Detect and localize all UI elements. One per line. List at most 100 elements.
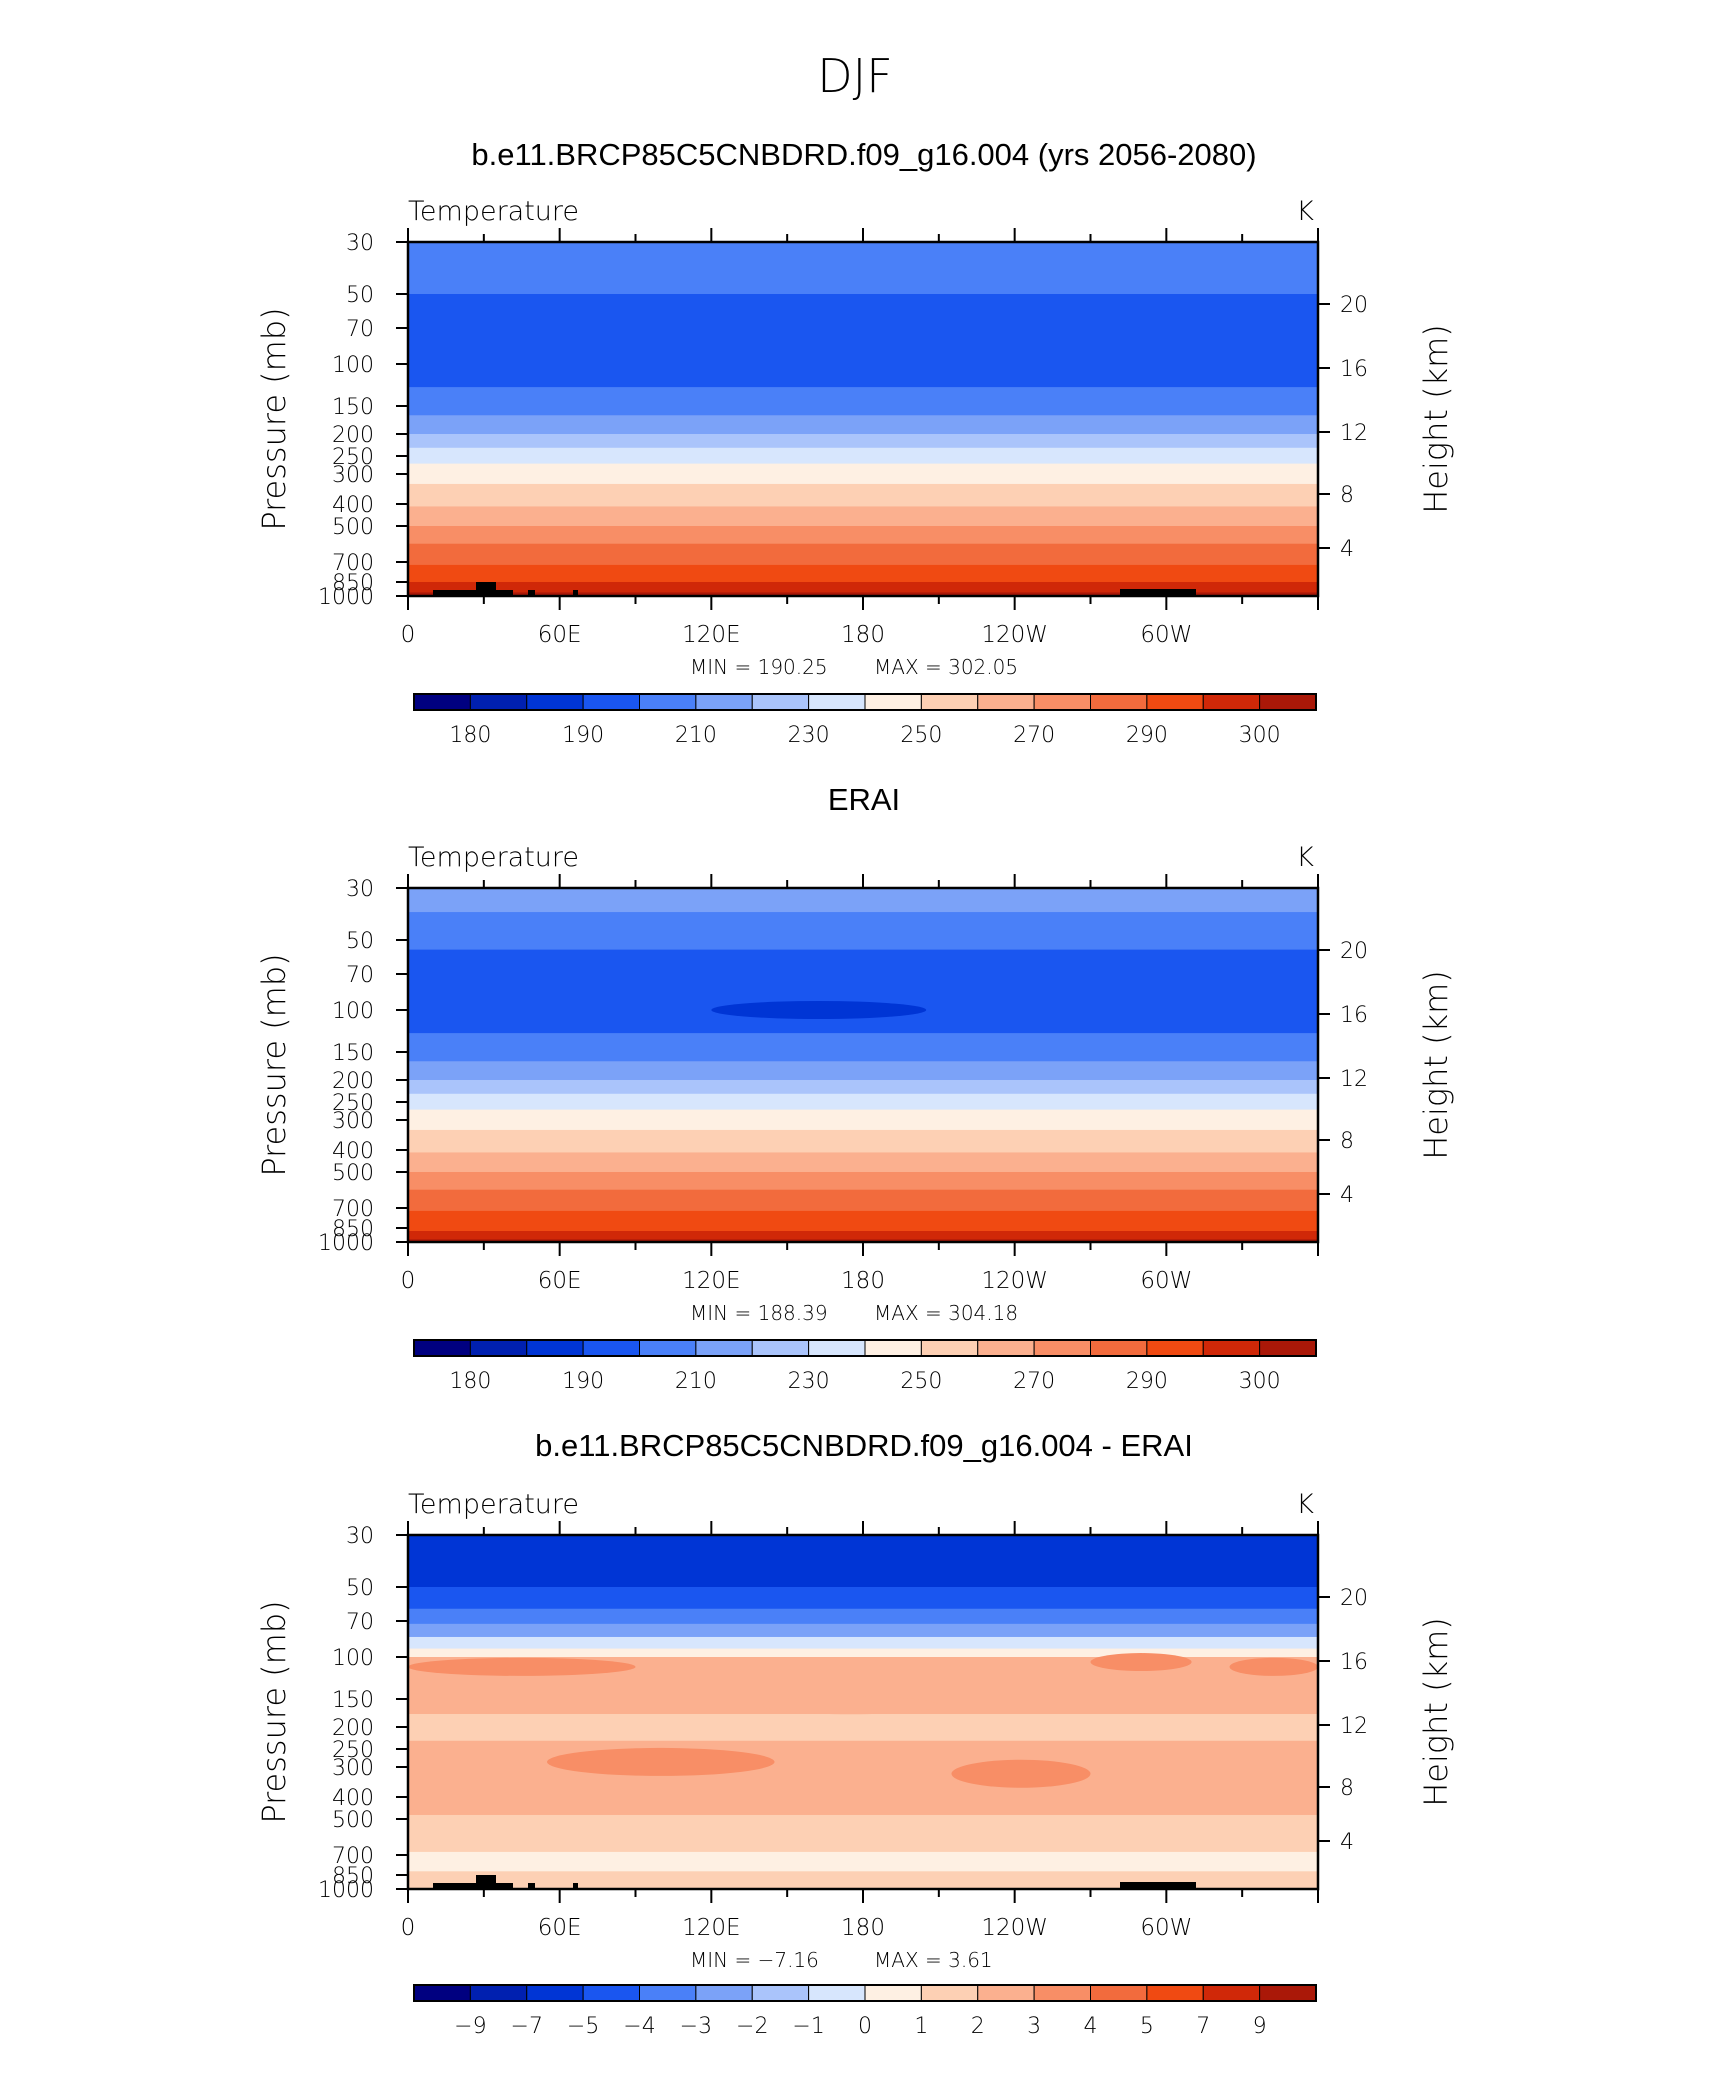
- colorbar-label: −9: [454, 2014, 486, 2039]
- y-right-tick-label: 16: [1340, 357, 1368, 382]
- y-right-tick-label: 20: [1340, 939, 1368, 964]
- y-tick-label: 400: [332, 493, 374, 518]
- x-tick-label: 120E: [682, 622, 740, 648]
- units-label: K: [1296, 1489, 1314, 1520]
- contour-band: [408, 592, 1318, 597]
- y-tick-label: 1000: [318, 1878, 374, 1903]
- y-tick-label: 200: [332, 1069, 374, 1094]
- colorbar-label: 210: [675, 723, 717, 748]
- contour-band: [408, 294, 1318, 388]
- colorbar-label: 270: [1013, 723, 1055, 748]
- colorbar-box: [1033, 1339, 1091, 1357]
- y-axis-title: Pressure (mb): [255, 1600, 293, 1823]
- y-tick-label: 850: [332, 1217, 374, 1242]
- contour-bands: [408, 888, 1318, 1243]
- y-right-axis-title: Height (km): [1417, 970, 1455, 1160]
- colorbar-label: 190: [562, 1369, 604, 1394]
- y-axis-right: 20 16 12 8 4 Height (km): [1318, 1586, 1455, 1855]
- x-tick-label: 120E: [682, 1268, 740, 1294]
- y-axis-right: 20 16 12 8 4 Height (km): [1318, 293, 1455, 562]
- contour-band: [408, 1109, 1318, 1131]
- contour-band: [408, 1740, 1318, 1816]
- colorbar-box: [1033, 693, 1091, 711]
- colorbar-box: [864, 1339, 922, 1357]
- contour-blob: [1229, 1657, 1318, 1676]
- units-label: K: [1296, 196, 1314, 227]
- y-tick-label: 850: [332, 571, 374, 596]
- colorbar-box: [1090, 1339, 1148, 1357]
- contour-blob: [408, 1657, 636, 1676]
- colorbar-label: 1: [914, 2014, 928, 2039]
- colorbar-box: [582, 1984, 640, 2002]
- contour-bands: [408, 1535, 1318, 1890]
- contour-band: [408, 1033, 1318, 1062]
- colorbar-box: [920, 693, 979, 711]
- y-right-tick-label: 20: [1340, 1586, 1368, 1611]
- y-right-tick-label: 4: [1340, 537, 1354, 562]
- y-tick-label: 250: [332, 1091, 374, 1116]
- contour-band: [408, 1230, 1318, 1240]
- y-tick-label: 100: [332, 999, 374, 1024]
- contour-band: [408, 242, 1318, 295]
- contour-band: [408, 483, 1318, 508]
- colorbar-label: −3: [680, 2014, 712, 2039]
- colorbar-label: 5: [1140, 2014, 1154, 2039]
- panel-title: b.e11.BRCP85C5CNBDRD.f09_g16.004 (yrs 20…: [471, 137, 1256, 172]
- colorbar-box: [695, 1339, 753, 1357]
- terrain-mask: [433, 582, 1196, 596]
- y-right-tick-label: 20: [1340, 293, 1368, 318]
- colorbar-box: [751, 1984, 810, 2002]
- colorbar-box: [977, 693, 1035, 711]
- contour-band: [408, 434, 1318, 449]
- colorbar-box: [864, 693, 922, 711]
- y-tick-label: 500: [332, 1161, 374, 1186]
- colorbar-label: 2: [971, 2014, 985, 2039]
- y-tick-label: 300: [332, 1756, 374, 1781]
- colorbar-box: [977, 1339, 1035, 1357]
- y-right-tick-label: 12: [1340, 421, 1368, 446]
- terrain-block: [573, 1883, 578, 1889]
- y-tick-label: 1000: [318, 1231, 374, 1256]
- colorbar-label: −1: [792, 2014, 824, 2039]
- contour-bands: [408, 242, 1318, 597]
- colorbar-box: [639, 693, 697, 711]
- x-tick-label: 60E: [538, 1915, 582, 1941]
- variable-label: Temperature: [408, 196, 579, 227]
- contour-band: [408, 1129, 1318, 1154]
- x-tick-label: 180: [841, 1268, 885, 1294]
- panel-1: b.e11.BRCP85C5CNBDRD.f09_g16.004 (yrs 20…: [255, 137, 1455, 748]
- y-tick-label: 500: [332, 1808, 374, 1833]
- contour-band: [408, 1587, 1318, 1610]
- terrain-block: [573, 590, 578, 596]
- y-tick-label: 100: [332, 1646, 374, 1671]
- colorbar-box: [751, 693, 810, 711]
- y-axis-title: Pressure (mb): [255, 307, 293, 530]
- contour-band: [408, 1172, 1318, 1191]
- x-tick-label: 120W: [981, 1915, 1048, 1941]
- min-label: MIN = 188.39: [690, 1301, 828, 1325]
- x-tick-label: 60W: [1140, 622, 1192, 648]
- contour-band: [408, 888, 1318, 913]
- colorbar-box: [751, 1339, 810, 1357]
- y-tick-label: 70: [346, 963, 374, 988]
- terrain-block: [476, 582, 496, 596]
- contour-band: [408, 1608, 1318, 1625]
- colorbar-box: [582, 693, 640, 711]
- y-tick-label: 30: [346, 231, 374, 256]
- colorbar-box: [1202, 1339, 1261, 1357]
- colorbar-box: [526, 693, 584, 711]
- contour-band: [408, 463, 1318, 485]
- colorbar-frame: [413, 1984, 1317, 2002]
- y-tick-label: 150: [332, 1688, 374, 1713]
- colorbar-label: 7: [1196, 2014, 1210, 2039]
- contour-band: [408, 1714, 1318, 1742]
- y-tick-label: 300: [332, 463, 374, 488]
- colorbar-label: 230: [788, 1369, 830, 1394]
- x-tick-label: 180: [841, 1915, 885, 1941]
- contour-band: [408, 1648, 1318, 1658]
- contour-blob: [1090, 1653, 1192, 1672]
- contour-band: [408, 506, 1318, 527]
- colorbar-label: 270: [1013, 1369, 1055, 1394]
- y-tick-label: 400: [332, 1786, 374, 1811]
